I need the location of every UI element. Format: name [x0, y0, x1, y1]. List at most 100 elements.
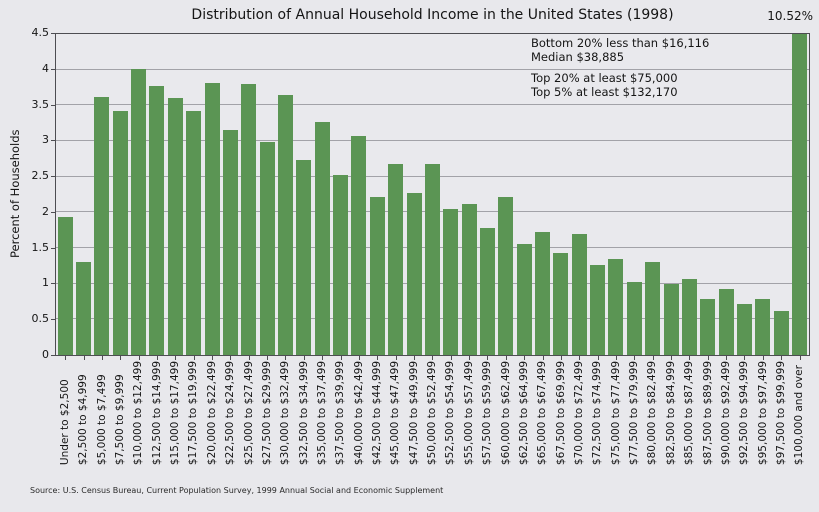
x-tick-cell: $25,000 to $27,499 — [240, 356, 258, 465]
bar — [131, 68, 147, 355]
x-tick-cell: $67,500 to $69,999 — [552, 356, 570, 465]
x-tick-cell: $90,000 to $92,499 — [717, 356, 735, 465]
bar-cell — [497, 34, 515, 355]
x-tick-mark — [358, 356, 360, 360]
x-tick-label: $47,500 to $49,999 — [407, 361, 420, 466]
x-tick-mark — [579, 356, 581, 360]
x-tick-cell: $5,000 to $7,499 — [93, 356, 111, 465]
x-tick-cell: $50,000 to $52,499 — [423, 356, 441, 465]
x-tick-mark — [505, 356, 507, 360]
y-tick-mark — [51, 319, 55, 321]
x-tick-mark — [450, 356, 452, 360]
bar — [571, 234, 587, 355]
gridline — [56, 140, 809, 141]
bar — [424, 163, 440, 355]
bar-cell — [129, 34, 147, 355]
plot-area — [55, 33, 810, 356]
bar-cell — [203, 34, 221, 355]
x-tick-mark — [469, 356, 471, 360]
bar-cell — [93, 34, 111, 355]
bar — [296, 160, 312, 355]
bar-cell — [790, 34, 808, 355]
x-tick-label: $82,500 to $84,999 — [664, 361, 677, 466]
annotation-line-top5: Top 5% at least $132,170 — [531, 85, 678, 99]
bar-cell — [662, 34, 680, 355]
x-tick-cell: $77,500 to $79,999 — [625, 356, 643, 465]
x-tick-label: $72,500 to $74,999 — [591, 361, 604, 466]
x-tick-label: $40,000 to $42,499 — [352, 361, 365, 466]
x-tick-mark — [652, 356, 654, 360]
y-tick-label: 3.5 — [31, 97, 50, 111]
x-tick-mark — [762, 356, 764, 360]
bar — [792, 34, 808, 355]
bar — [112, 111, 128, 355]
bar — [369, 197, 385, 355]
bar-cell — [148, 34, 166, 355]
x-tick-label: $2,500 to $4,999 — [77, 374, 90, 466]
x-tick-label: $32,500 to $34,999 — [297, 361, 310, 466]
bar-cell — [240, 34, 258, 355]
y-tick-label: 4.5 — [31, 26, 50, 39]
x-tick-label: $15,000 to $17,499 — [169, 361, 182, 466]
y-tick-label: 2.5 — [31, 169, 50, 183]
bar — [259, 142, 275, 355]
x-tick-mark — [230, 356, 232, 360]
x-tick-mark — [193, 356, 195, 360]
bar-cell — [533, 34, 551, 355]
x-tick-cell: $7,500 to $9,999 — [111, 356, 129, 465]
y-tick-label: 2 — [42, 204, 49, 218]
x-tick-label: $50,000 to $52,499 — [426, 361, 439, 466]
x-tick-label: $67,500 to $69,999 — [554, 361, 567, 466]
bar — [626, 281, 642, 355]
bar-cell — [644, 34, 662, 355]
x-tick-cell: $35,000 to $37,499 — [313, 356, 331, 465]
x-tick-cell: $70,000 to $72,499 — [570, 356, 588, 465]
bar — [388, 163, 404, 355]
y-tick-mark — [51, 104, 55, 106]
x-tick-label: $60,000 to $62,499 — [499, 361, 512, 466]
x-tick-cell: $40,000 to $42,499 — [350, 356, 368, 465]
bar-cell — [625, 34, 643, 355]
bar-cell — [680, 34, 698, 355]
bar — [406, 193, 422, 355]
x-tick-cell: $75,000 to $77,499 — [607, 356, 625, 465]
x-tick-cell: $62,500 to $64,999 — [515, 356, 533, 465]
x-tick-label: $25,000 to $27,499 — [242, 361, 255, 466]
bar-cell — [423, 34, 441, 355]
bar — [278, 94, 293, 355]
x-tick-cell: $22,500 to $24,999 — [221, 356, 239, 465]
x-tick-cell: $65,000 to $67,499 — [533, 356, 551, 465]
y-tick-mark — [51, 283, 55, 285]
x-tick-label: $57,500 to $59,999 — [481, 361, 494, 466]
bar-cell — [350, 34, 368, 355]
bar-cell — [56, 34, 74, 355]
x-tick-label: $90,000 to $92,499 — [719, 361, 732, 466]
bar — [700, 299, 716, 355]
bar-cell — [735, 34, 753, 355]
x-tick-label: $65,000 to $67,499 — [536, 361, 549, 466]
x-tick-label: Under to $2,500 — [58, 379, 71, 466]
bar-cell — [221, 34, 239, 355]
x-tick-label: $17,500 to $19,999 — [187, 361, 200, 466]
bar-cell — [442, 34, 460, 355]
x-tick-cell: $37,500 to $39,999 — [331, 356, 349, 465]
bar — [773, 310, 789, 355]
bar — [590, 265, 606, 355]
bar — [186, 111, 202, 355]
bar-cell — [460, 34, 478, 355]
x-tick-label: $30,000 to $32,499 — [279, 361, 292, 466]
bar-cell — [166, 34, 184, 355]
y-tick-label: 4 — [42, 61, 49, 75]
gridline — [56, 68, 809, 70]
annotation-top20-top5: Top 20% at least $75,000 Top 5% at least… — [531, 71, 678, 99]
bar — [443, 208, 459, 355]
x-tick-mark — [781, 356, 783, 360]
x-tick-mark — [83, 356, 85, 360]
y-tick-mark — [51, 355, 55, 356]
x-tick-label: $55,000 to $57,499 — [462, 361, 475, 466]
bar — [204, 82, 220, 355]
annotation-bottom20-median: Bottom 20% less than $16,116 Median $38,… — [531, 36, 709, 64]
bar-cell — [607, 34, 625, 355]
x-tick-cell: $45,000 to $47,499 — [386, 356, 404, 465]
